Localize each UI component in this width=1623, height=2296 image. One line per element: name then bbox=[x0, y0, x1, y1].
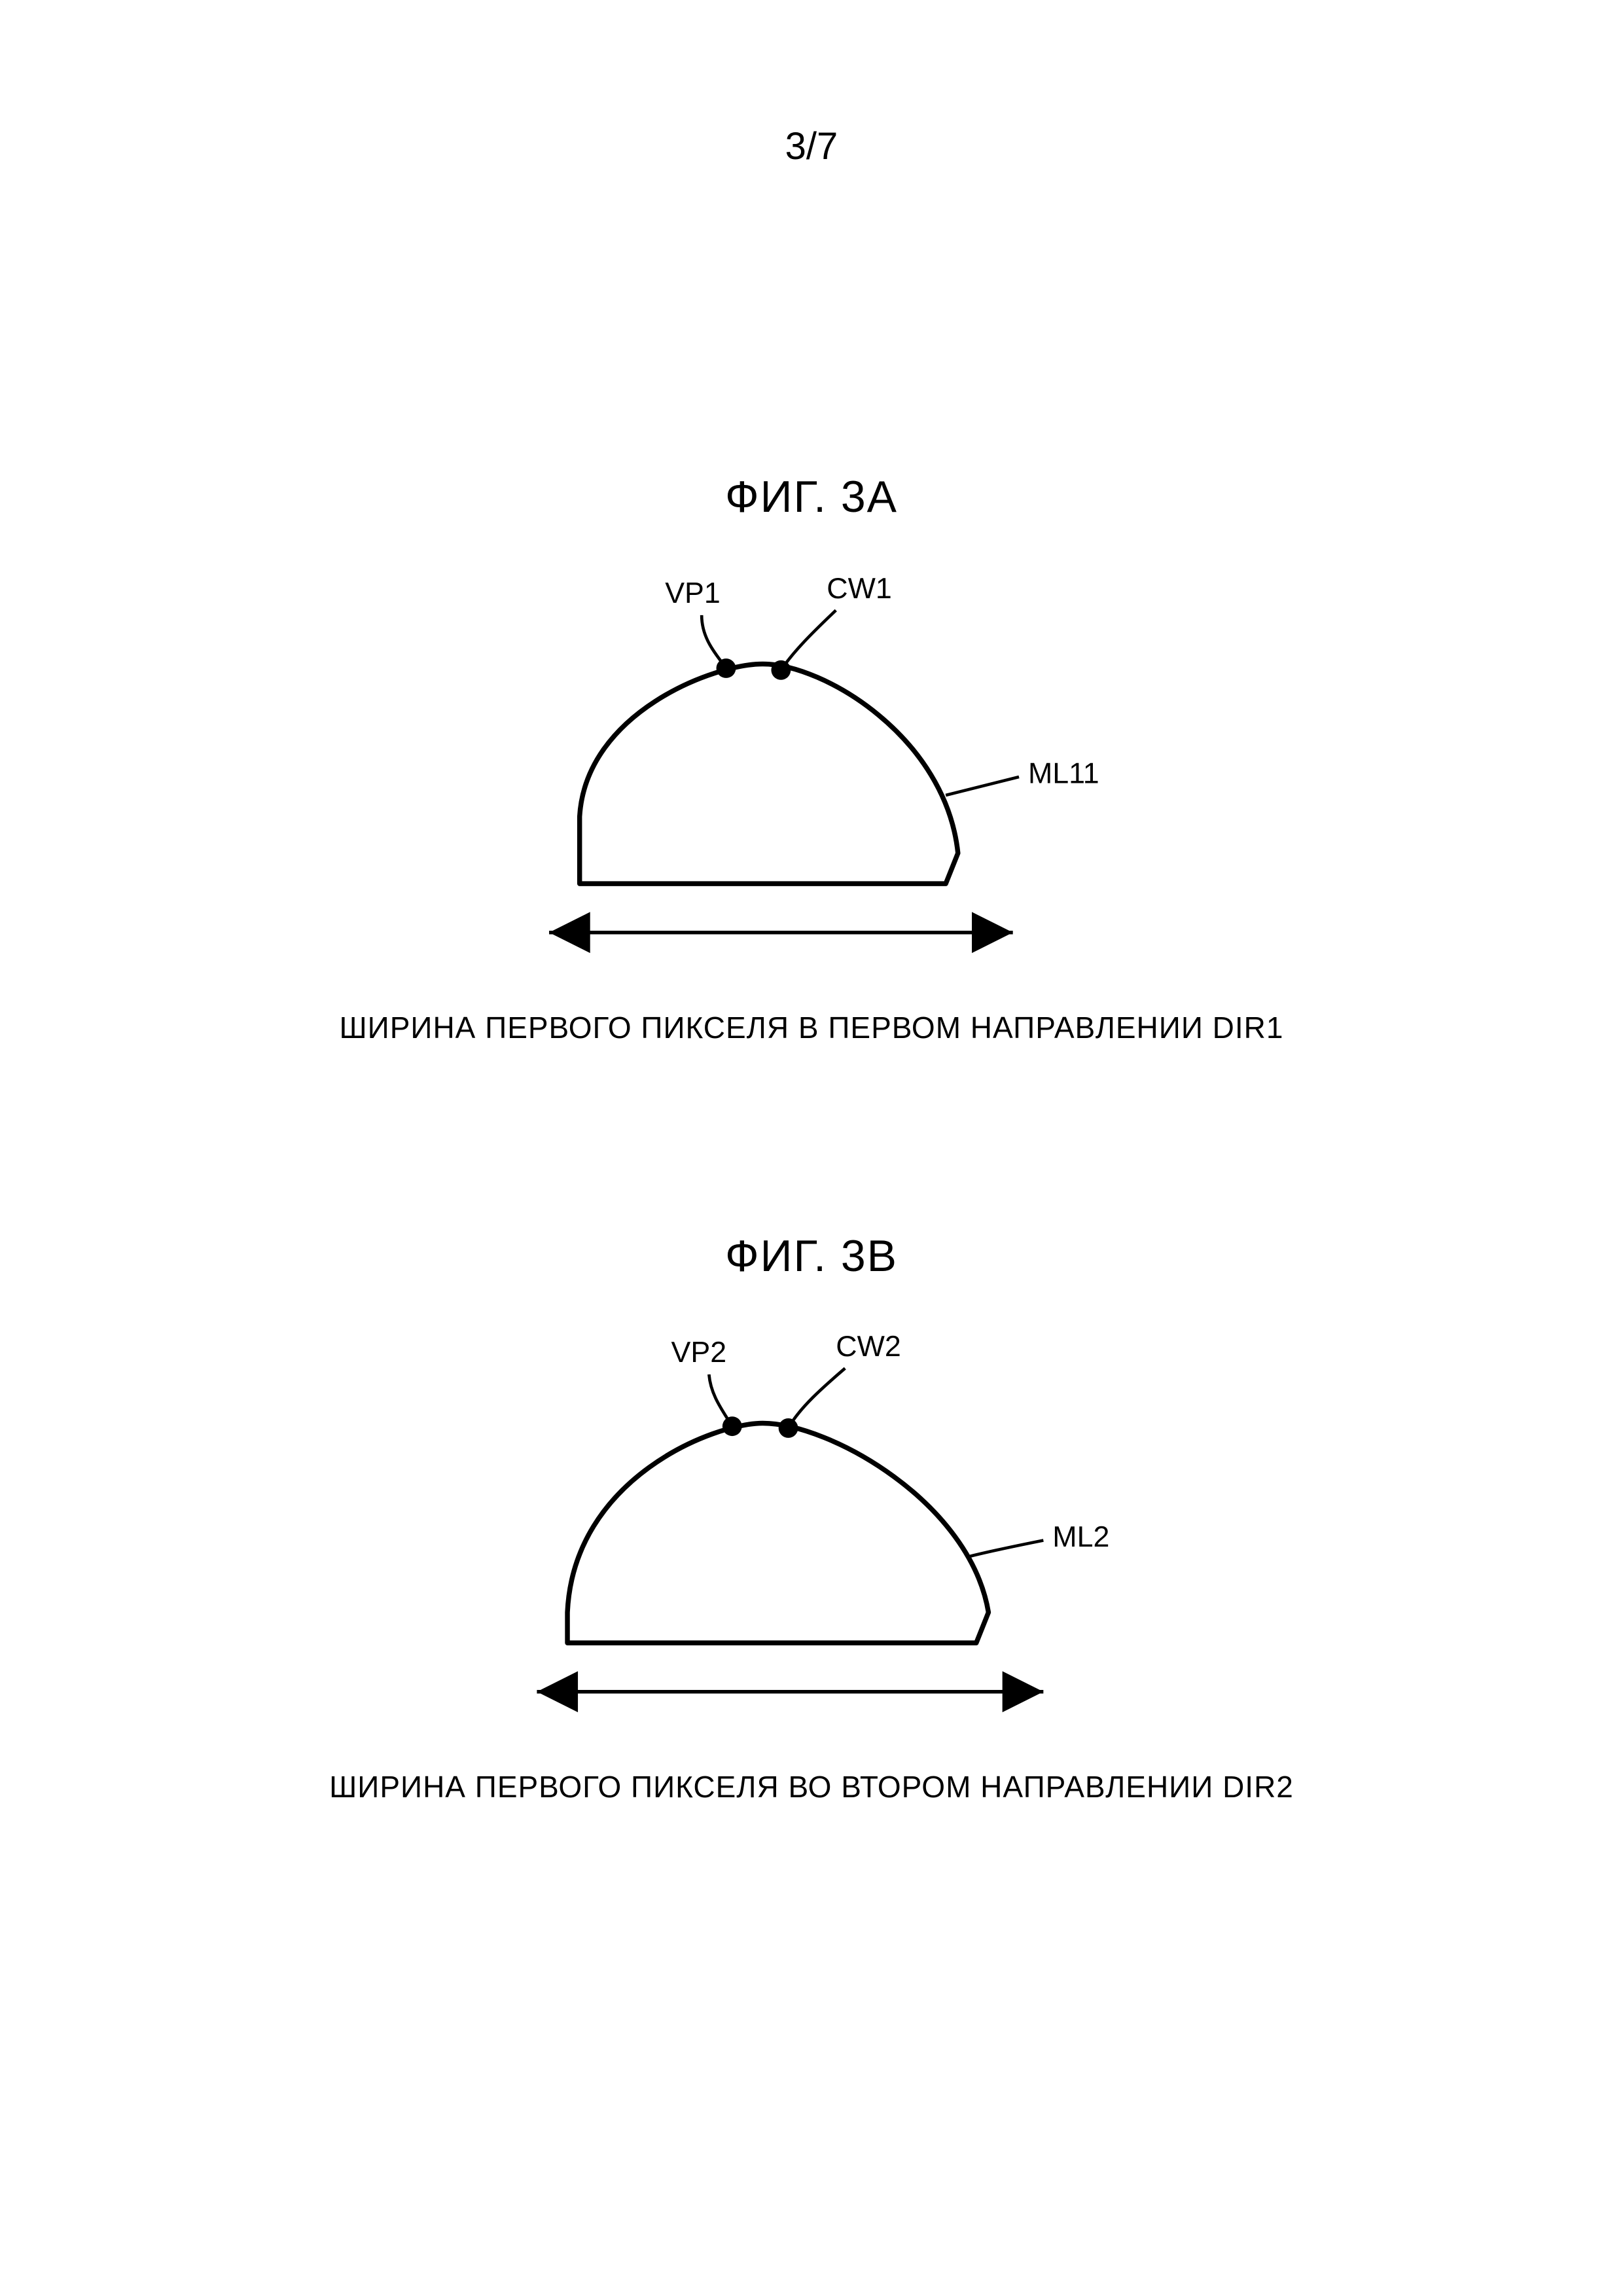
vp2-dot bbox=[722, 1416, 742, 1436]
cw2-dot bbox=[779, 1418, 798, 1438]
page: 3/7 ФИГ. 3A VP1 CW1 ML11 bbox=[0, 0, 1623, 2296]
cw1-leader bbox=[781, 610, 836, 670]
ml2-label: ML2 bbox=[1052, 1520, 1109, 1553]
vp1-dot bbox=[717, 658, 736, 678]
vp2-label: VP2 bbox=[671, 1336, 727, 1369]
cw1-label: CW1 bbox=[827, 572, 891, 605]
ml11-leader bbox=[946, 777, 1019, 795]
figure-3b: ФИГ. 3B VP2 CW2 ML2 bbox=[0, 1230, 1623, 1804]
cw2-label: CW2 bbox=[836, 1330, 901, 1363]
lens-outline-a bbox=[580, 664, 958, 884]
figure-3a: ФИГ. 3A VP1 CW1 ML11 bbox=[0, 471, 1623, 1045]
figure-3a-caption: ШИРИНА ПЕРВОГО ПИКСЕЛЯ В ПЕРВОМ НАПРАВЛЕ… bbox=[0, 1010, 1623, 1045]
ml2-leader bbox=[970, 1541, 1043, 1556]
vp1-label: VP1 bbox=[665, 577, 721, 609]
lens-outline-b bbox=[567, 1423, 988, 1643]
ml11-label: ML11 bbox=[1028, 757, 1099, 789]
cw1-dot bbox=[771, 660, 791, 680]
cw2-leader bbox=[789, 1369, 846, 1428]
figure-3a-svg: VP1 CW1 ML11 bbox=[435, 542, 1188, 994]
figure-3b-caption: ШИРИНА ПЕРВОГО ПИКСЕЛЯ ВО ВТОРОМ НАПРАВЛ… bbox=[0, 1769, 1623, 1804]
figure-3b-title: ФИГ. 3B bbox=[0, 1230, 1623, 1282]
figure-3a-title: ФИГ. 3A bbox=[0, 471, 1623, 522]
page-number: 3/7 bbox=[0, 124, 1623, 168]
figure-3b-svg: VP2 CW2 ML2 bbox=[402, 1301, 1221, 1753]
